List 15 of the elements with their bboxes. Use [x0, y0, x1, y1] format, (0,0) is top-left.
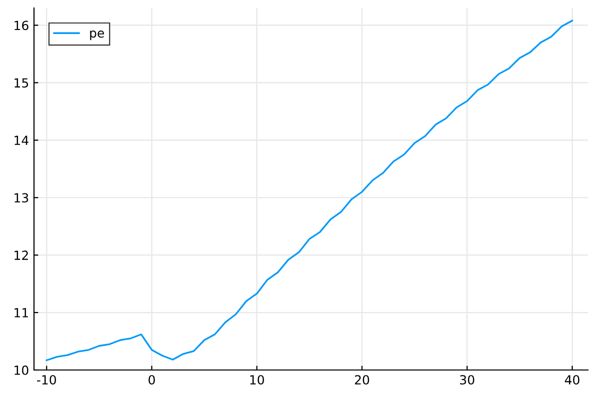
line-series: [46, 20, 574, 362]
y-tick-label: 12: [14, 250, 28, 260]
y-tick-label: 13: [14, 193, 28, 203]
x-tick-label: 40: [564, 375, 580, 385]
y-tick-label: 14: [14, 136, 28, 145]
y-tick-label: 15: [14, 78, 28, 88]
y-tick-label: 11: [14, 308, 28, 318]
x-tick-label: 30: [460, 375, 474, 385]
y-tick-label: 10: [14, 365, 28, 375]
x-tick-label: 10: [250, 375, 264, 385]
x-tick-label: 0: [148, 375, 155, 385]
x-tick-label: 20: [354, 375, 370, 385]
x-tick-label: -10: [37, 375, 56, 385]
legend-label: pe: [90, 30, 104, 40]
y-tick-label: 16: [14, 20, 28, 30]
